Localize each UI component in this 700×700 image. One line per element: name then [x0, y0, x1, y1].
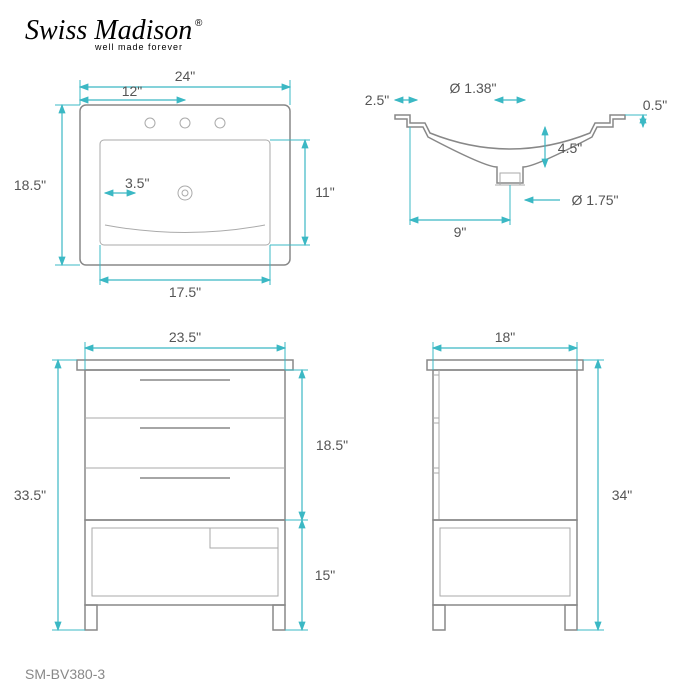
dim-sect-r: 0.5" — [643, 97, 667, 113]
dim-sect-b: 9" — [454, 224, 467, 240]
dim-sect-drain: Ø 1.75" — [572, 192, 619, 208]
dim-front-h: 33.5" — [14, 487, 46, 503]
dim-sect-d1: Ø 1.38" — [450, 80, 497, 96]
dim-inner-l: 3.5" — [125, 175, 149, 191]
dim-top-width: 24" — [175, 68, 196, 84]
drawing-canvas: 24" 12" 18.5" 11" 3.5" 17.5" 2.5" Ø 1.38… — [0, 0, 700, 700]
dim-top-hl: 18.5" — [14, 177, 46, 193]
dim-inner-w: 17.5" — [169, 284, 201, 300]
dim-top-half: 12" — [122, 83, 143, 99]
dim-front-drawers: 18.5" — [316, 437, 348, 453]
dim-sect-d: 4.5" — [558, 140, 582, 156]
dim-side-h: 34" — [612, 487, 633, 503]
dim-top-hr: 11" — [315, 184, 335, 200]
dim-front-legs: 15" — [315, 567, 336, 583]
dim-sect-l: 2.5" — [365, 92, 389, 108]
dim-front-w: 23.5" — [169, 329, 201, 345]
dim-side-w: 18" — [495, 329, 516, 345]
